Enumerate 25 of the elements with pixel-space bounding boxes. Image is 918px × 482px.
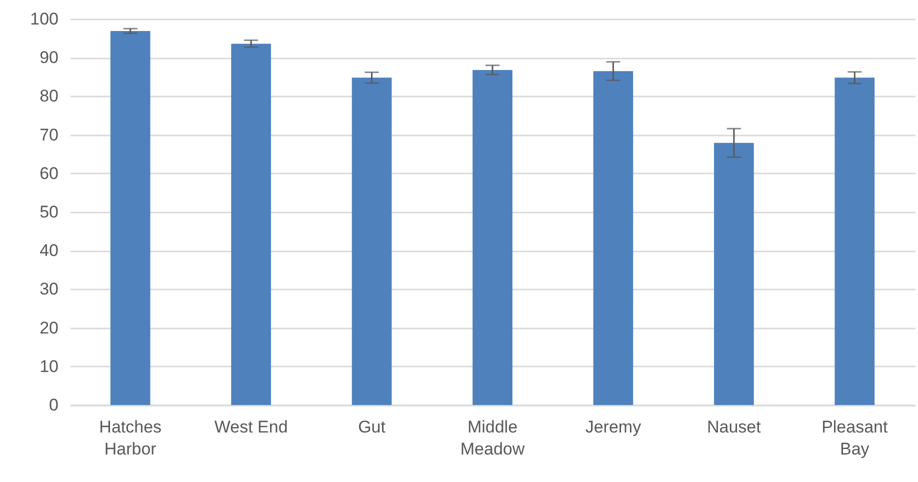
y-tick-label: 80 bbox=[40, 86, 58, 106]
bar bbox=[593, 71, 634, 405]
y-tick-label: 90 bbox=[40, 48, 58, 68]
bar bbox=[714, 142, 754, 405]
x-tick-label: Pleasant Bay bbox=[822, 418, 888, 458]
y-tick-label: 30 bbox=[40, 280, 58, 299]
bar bbox=[231, 44, 271, 405]
y-tick-label: 10 bbox=[40, 356, 58, 376]
x-tick-label: Nauset bbox=[706, 418, 762, 436]
bar bbox=[472, 70, 512, 405]
y-tick-label: 100 bbox=[30, 10, 58, 28]
y-tick-label: 70 bbox=[40, 125, 58, 144]
bar bbox=[110, 30, 150, 405]
bar bbox=[352, 78, 392, 405]
y-tick-label: 60 bbox=[40, 164, 58, 183]
y-tick-label: 40 bbox=[40, 241, 58, 260]
x-tick-label: Hatches Harbor bbox=[99, 418, 162, 458]
y-tick-label: 20 bbox=[40, 318, 58, 338]
y-tick-label: 50 bbox=[40, 202, 58, 222]
bar bbox=[834, 78, 875, 405]
x-tick-label: Gut bbox=[358, 418, 386, 436]
x-tick-label: Middle Meadow bbox=[460, 418, 526, 458]
x-tick-label: West End bbox=[214, 418, 288, 436]
x-tick-label: Jeremy bbox=[585, 418, 642, 436]
y-tick-label: 0 bbox=[49, 396, 58, 414]
